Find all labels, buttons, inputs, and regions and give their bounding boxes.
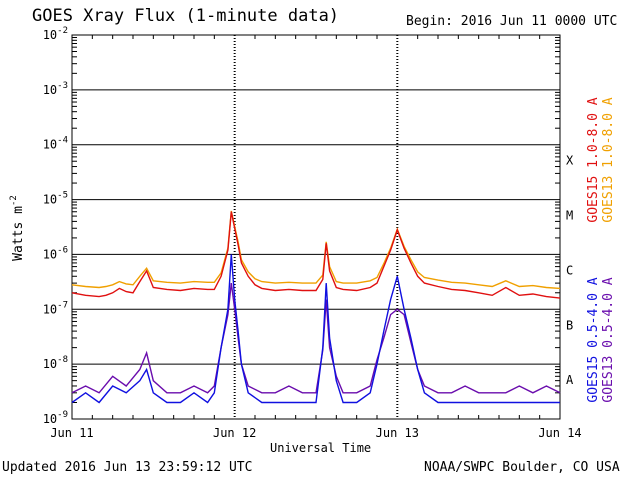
- flare-class-label: C: [566, 263, 573, 277]
- flare-class-label: A: [566, 373, 574, 387]
- goes13-short-line: [71, 283, 561, 394]
- y-tick-label: 10-8: [43, 355, 68, 371]
- goes15-short-line: [71, 254, 560, 404]
- legend-goes15-long: GOES15 1.0-8.0 A: [586, 97, 601, 222]
- credit-text: NOAA/SWPC Boulder, CO USA: [424, 460, 620, 475]
- legend-goes15-short: GOES15 0.5-4.0 A: [586, 277, 601, 402]
- goes13-long-line: [71, 210, 561, 290]
- x-axis-label: Universal Time: [270, 441, 372, 455]
- plot-frame: [71, 34, 561, 420]
- flare-class-label: M: [566, 209, 573, 223]
- y-tick-label: 10-9: [43, 410, 68, 426]
- y-axis-label: Watts m-2: [9, 195, 26, 261]
- y-tick-label: 10-6: [43, 245, 68, 261]
- legend-goes13-short: GOES13 0.5-4.0 A: [601, 277, 616, 402]
- y-tick-label: 10-7: [43, 300, 68, 316]
- x-tick-label: Jun 12: [213, 426, 256, 440]
- begin-time: Begin: 2016 Jun 11 0000 UTC: [406, 14, 618, 29]
- chart-title: GOES Xray Flux (1-minute data): [32, 6, 340, 26]
- x-tick-label: Jun 13: [376, 426, 419, 440]
- goes15-long-line: [71, 211, 561, 299]
- updated-timestamp: Updated 2016 Jun 13 23:59:12 UTC: [2, 460, 253, 475]
- y-tick-label: 10-4: [43, 136, 68, 152]
- flare-class-label: X: [566, 154, 574, 168]
- y-tick-label: 10-2: [43, 26, 68, 42]
- flare-class-label: B: [566, 318, 573, 332]
- y-tick-label: 10-5: [43, 191, 68, 207]
- legend-goes13-long: GOES13 1.0-8.0 A: [601, 97, 616, 222]
- x-tick-label: Jun 14: [538, 426, 581, 440]
- x-tick-label: Jun 11: [50, 426, 93, 440]
- y-tick-label: 10-3: [43, 81, 68, 97]
